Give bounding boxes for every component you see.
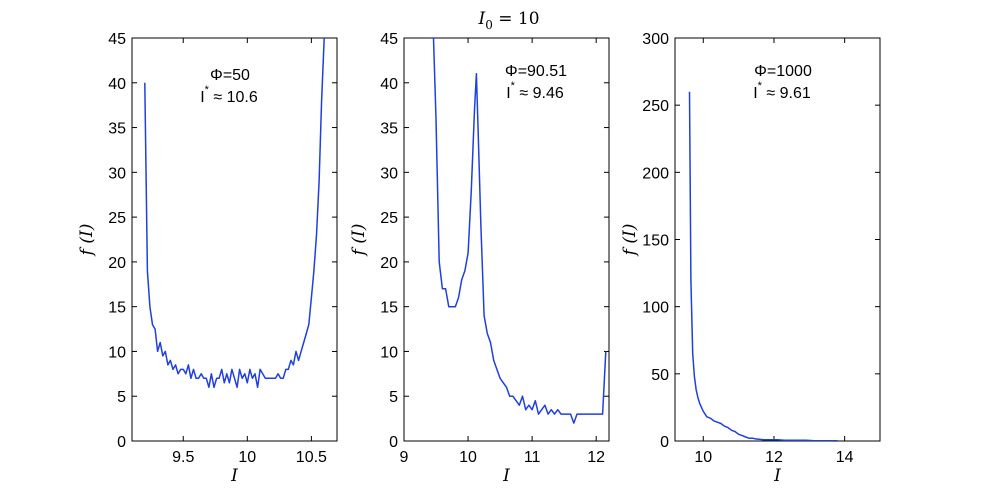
annotation-istar-superscript: *: [511, 80, 516, 92]
y-tick-label: 10: [380, 344, 398, 361]
y-tick-label: 45: [380, 31, 398, 48]
y-tick-label: 10: [108, 344, 126, 361]
x-tick-label: 14: [836, 449, 854, 466]
annotation-istar-superscript: *: [205, 84, 210, 96]
y-tick-label: 25: [108, 210, 126, 227]
series-line: [144, 38, 325, 389]
y-tick-label: 0: [660, 434, 669, 451]
y-axis-label: f (I): [77, 224, 97, 258]
y-tick-label: 150: [642, 233, 669, 250]
y-tick-label: 5: [389, 389, 398, 406]
chart-panel-1: 0 5 10 15 20 25 30 35 40 45 9.5 10 10.5 If (I) Φ=50I* …: [77, 31, 338, 486]
x-axis-label: I: [773, 466, 781, 486]
figure-title: I0 = 10: [477, 9, 539, 32]
y-tick-label: 300: [642, 31, 669, 48]
x-tick-label: 9: [400, 449, 409, 466]
annotation-istar-symbol: I: [753, 85, 757, 102]
annotation-istar-symbol: I: [200, 89, 204, 106]
series-line: [688, 91, 838, 441]
x-tick-label: 11: [524, 449, 541, 466]
y-tick-label: 250: [642, 98, 669, 115]
plot-frame: [403, 37, 610, 442]
x-axis-label: I: [230, 466, 238, 486]
x-tick-label: 9.5: [172, 449, 194, 466]
y-tick-label: 20: [108, 255, 126, 272]
y-axis-label: f (I): [349, 224, 369, 258]
y-axis-label: f (I): [620, 224, 640, 258]
y-tick-label: 100: [642, 300, 669, 317]
annotation-istar-value: ≈ 10.6: [209, 89, 258, 106]
figure-title-subscript: 0: [485, 18, 493, 32]
x-tick-label: 12: [587, 449, 605, 466]
plot-frame: [131, 37, 338, 442]
annotation-phi: Φ=90.51: [505, 63, 567, 80]
y-tick-label: 0: [389, 434, 398, 451]
y-tick-label: 20: [380, 255, 398, 272]
y-tick-label: 15: [380, 300, 398, 317]
y-tick-label: 40: [108, 76, 126, 93]
x-tick-label: 10: [694, 449, 712, 466]
y-tick-label: 30: [380, 165, 398, 182]
annotation-istar: I* ≈ 9.61: [753, 80, 811, 102]
annotation-phi: Φ=50: [210, 67, 250, 84]
x-tick-label: 12: [765, 449, 783, 466]
y-tick-label: 200: [642, 165, 669, 182]
y-tick-label: 35: [108, 121, 126, 138]
y-tick-label: 5: [117, 389, 126, 406]
x-tick-label: 10: [459, 449, 477, 466]
annotation-istar-symbol: I: [506, 85, 510, 102]
annotation-istar: I* ≈ 9.46: [506, 80, 564, 102]
annotation-phi: Φ=1000: [754, 63, 812, 80]
series-line: [432, 38, 607, 424]
x-axis-label: I: [502, 466, 510, 486]
figure-title-main: I: [477, 9, 485, 29]
y-tick-label: 50: [651, 367, 669, 384]
y-tick-label: 45: [108, 31, 126, 48]
figure-title-rest: = 10: [493, 9, 540, 29]
annotation-istar-value: ≈ 9.46: [515, 85, 564, 102]
y-tick-label: 40: [380, 76, 398, 93]
x-tick-label: 10: [238, 449, 256, 466]
annotation-istar: I* ≈ 10.6: [200, 84, 258, 106]
y-tick-label: 25: [380, 210, 398, 227]
y-tick-label: 30: [108, 165, 126, 182]
annotation-istar-value: ≈ 9.61: [762, 85, 811, 102]
x-tick-label: 10.5: [296, 449, 327, 466]
y-tick-label: 0: [117, 434, 126, 451]
y-tick-label: 15: [108, 300, 126, 317]
annotation-istar-superscript: *: [758, 80, 763, 92]
y-tick-label: 35: [380, 121, 398, 138]
